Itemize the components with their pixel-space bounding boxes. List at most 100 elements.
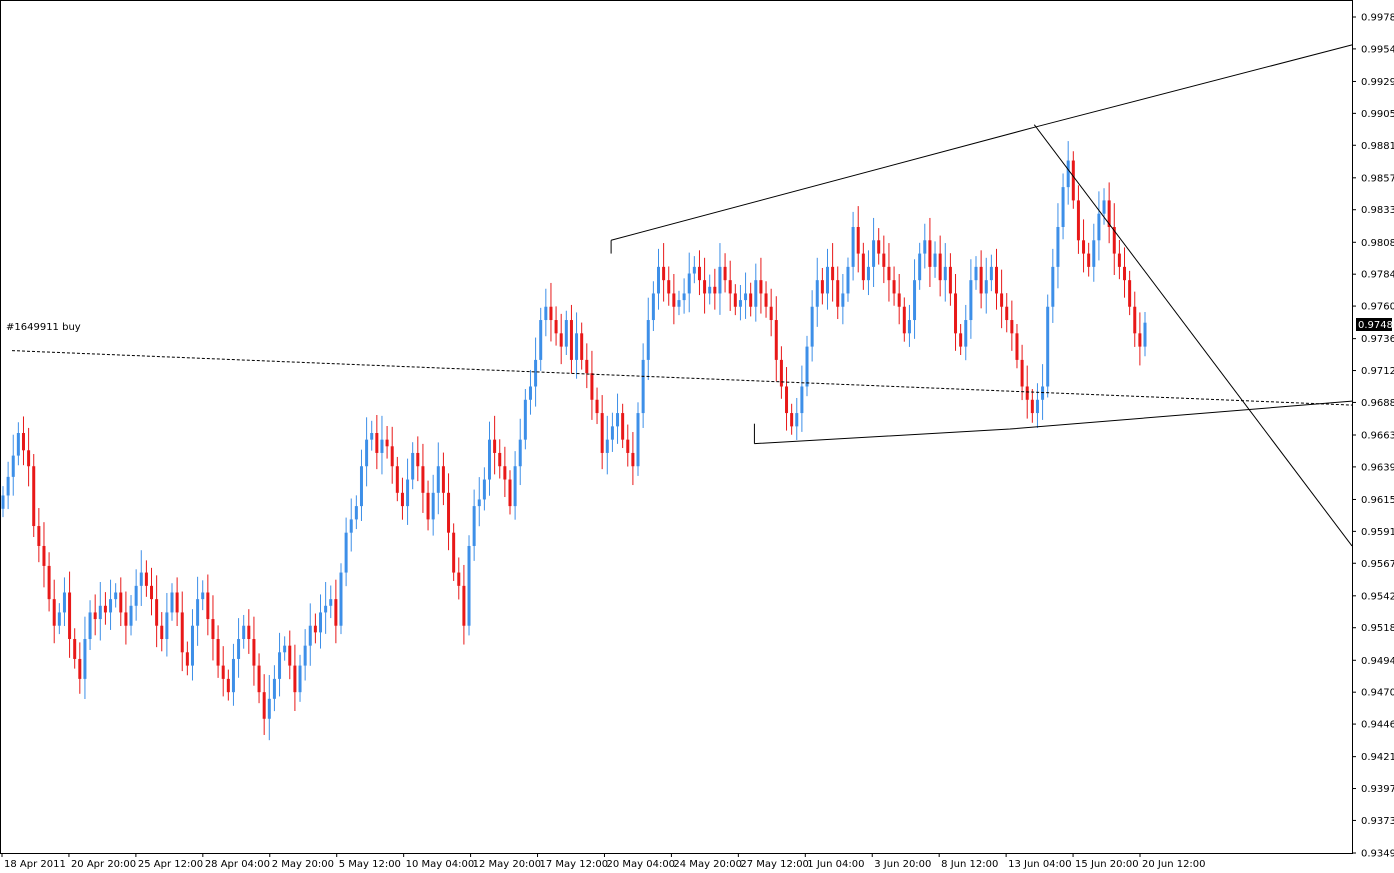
candle-body	[493, 439, 497, 453]
candle-body	[687, 273, 691, 294]
candle-body	[820, 280, 824, 294]
candle-body	[656, 266, 660, 294]
x-tick-label: 3 Jun 20:00	[874, 859, 931, 870]
candle-body	[580, 333, 584, 360]
candle-body	[882, 253, 886, 267]
candle-body	[73, 639, 77, 659]
candle-body	[88, 612, 92, 640]
candle-body	[406, 479, 410, 507]
x-tick-label: 12 May 20:00	[473, 859, 542, 870]
candle-body	[103, 605, 107, 613]
candle-body	[1128, 280, 1132, 307]
candle-body	[779, 359, 783, 387]
candle-body	[431, 492, 435, 520]
candle-body	[856, 226, 860, 254]
order-label: #1649911 buy	[6, 322, 81, 333]
candle-body	[918, 253, 922, 281]
candle-body	[395, 466, 399, 493]
candle-body	[370, 433, 374, 440]
candle-body	[600, 413, 604, 453]
candle-body	[278, 652, 282, 679]
candle-body	[185, 652, 189, 666]
candle-body	[303, 645, 307, 666]
candle-body	[416, 452, 420, 467]
candle-body	[1143, 322, 1147, 347]
candle-body	[923, 240, 927, 254]
candle-body	[1051, 266, 1055, 307]
candle-body	[1123, 266, 1127, 281]
candle-body	[1087, 253, 1091, 267]
candle-body	[47, 565, 51, 600]
y-tick-label: 0.98085	[1361, 238, 1394, 249]
candle-body	[861, 253, 865, 281]
candle-body	[713, 286, 717, 294]
candle-body	[595, 399, 599, 414]
x-tick-label: 20 Jun 12:00	[1142, 859, 1206, 870]
candle-body	[523, 399, 527, 440]
candle-body	[27, 450, 31, 467]
candle-body	[754, 280, 758, 307]
candle-body	[109, 599, 113, 613]
candle-body	[1046, 306, 1050, 387]
candle-body	[1025, 386, 1029, 400]
candle-body	[16, 433, 20, 456]
candle-body	[994, 266, 998, 294]
y-tick-label: 0.94215	[1361, 752, 1394, 763]
candle-body	[365, 439, 369, 467]
candle-body	[708, 286, 712, 294]
candle-body	[247, 625, 251, 640]
y-tick-label: 0.99055	[1361, 109, 1394, 120]
y-tick-label: 0.96635	[1361, 431, 1394, 442]
x-tick-label: 2 May 20:00	[272, 859, 334, 870]
candle-body	[846, 266, 850, 294]
y-tick-label: 0.95425	[1361, 591, 1394, 602]
candle-body	[575, 333, 579, 360]
candle-body	[324, 605, 328, 613]
candle-body	[641, 359, 645, 414]
candle-body	[728, 280, 732, 294]
lower-channel-line	[754, 400, 1353, 445]
candle-body	[616, 413, 620, 427]
candle-body	[989, 266, 993, 281]
candle-body	[293, 665, 297, 693]
candle-body	[1005, 306, 1009, 321]
candle-body	[457, 572, 461, 586]
candle-body	[928, 240, 932, 267]
candle-body	[452, 532, 456, 573]
candle-body	[866, 266, 870, 281]
candle-body	[344, 532, 348, 573]
candle-body	[359, 466, 363, 507]
candle-body	[308, 625, 312, 646]
candle-body	[1061, 187, 1065, 227]
candle-body	[667, 280, 671, 294]
candle-body	[1102, 200, 1106, 214]
candle-body	[375, 433, 379, 453]
candle-body	[723, 266, 727, 281]
candle-body	[1041, 386, 1045, 400]
candle-body	[831, 266, 835, 281]
candle-body	[175, 592, 179, 613]
plot-frame	[0, 0, 1353, 854]
candle-body	[662, 266, 666, 281]
candle-body	[764, 293, 768, 307]
candle-body	[938, 253, 942, 281]
candle-body	[226, 678, 230, 693]
candle-body	[825, 266, 829, 294]
y-tick-label: 0.93975	[1361, 784, 1394, 795]
candle-body	[1066, 160, 1070, 188]
candle-body	[354, 506, 358, 520]
candle-body	[139, 572, 143, 586]
candle-body	[150, 585, 154, 600]
x-tick-label: 1 Jun 04:00	[807, 859, 864, 870]
candle-body	[1010, 320, 1014, 334]
candle-body	[902, 306, 906, 334]
candle-body	[913, 280, 917, 321]
candle-body	[129, 605, 133, 626]
candle-body	[554, 320, 558, 334]
